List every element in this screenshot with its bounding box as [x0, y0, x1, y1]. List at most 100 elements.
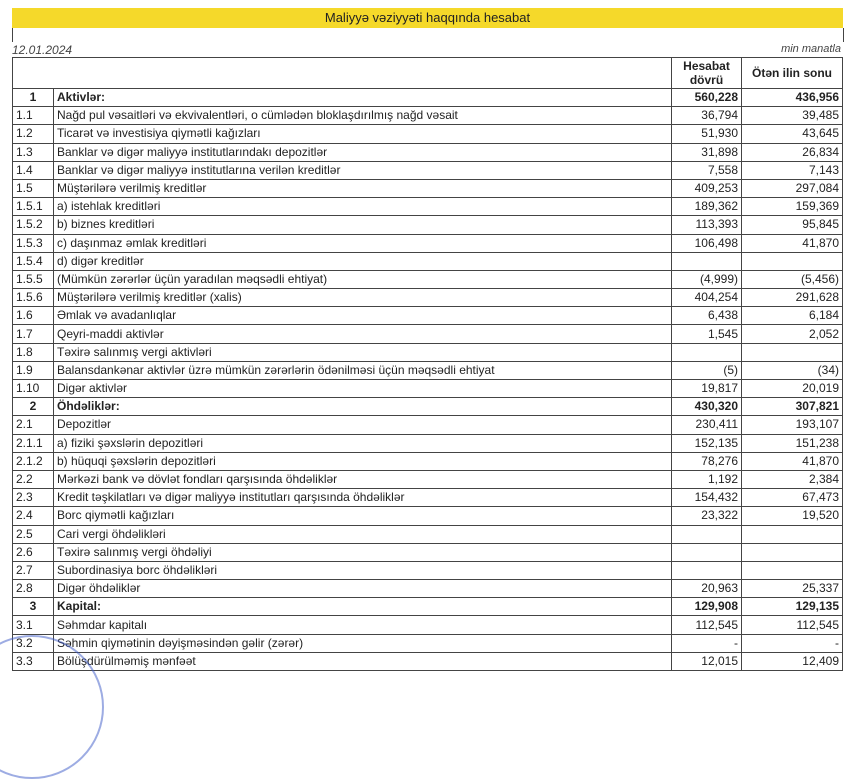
- row-label: Banklar və digər maliyyə institutlarında…: [53, 142, 672, 162]
- value-current: 113,393: [671, 215, 742, 235]
- value-previous: -: [741, 633, 843, 653]
- table-row: 2.1 Depozitlər 230,411 193,107: [12, 415, 843, 435]
- value-previous: 43,645: [741, 124, 843, 144]
- value-current: [671, 251, 742, 271]
- row-label: (Mümkün zərərlər üçün yaradılan məqsədli…: [53, 269, 672, 290]
- table-row: 1.4 Banklar və digər maliyyə institutları…: [12, 160, 843, 180]
- row-number: 2.8: [12, 579, 54, 599]
- row-number: 1.2: [12, 124, 54, 144]
- header-blank: [12, 57, 672, 89]
- value-previous: 159,369: [741, 197, 843, 217]
- row-label: Cari vergi öhdəlikləri: [53, 524, 672, 544]
- table-row: 2.5 Cari vergi öhdəlikləri: [12, 524, 843, 544]
- value-previous: 41,870: [741, 233, 843, 253]
- row-number: 1.5.6: [12, 288, 54, 308]
- value-current: -: [671, 633, 742, 653]
- value-current: 36,794: [671, 106, 742, 126]
- table-row: 1.6 Əmlak və avadanlıqlar 6,438 6,184: [12, 306, 843, 326]
- row-label: Kredit təşkilatları və digər maliyyə ins…: [53, 488, 672, 508]
- table-row: 2.1.1 a) fiziki şəxslərin depozitləri 152,…: [12, 433, 843, 453]
- table-row: 1.8 Təxirə salınmış vergi aktivləri: [12, 342, 843, 362]
- value-previous: 151,238: [741, 433, 843, 453]
- value-current: 430,320: [671, 397, 742, 417]
- table-row: 1.3 Banklar və digər maliyyə institutları…: [12, 142, 843, 162]
- value-previous: 193,107: [741, 415, 843, 435]
- row-number: 1.5.4: [12, 251, 54, 271]
- value-previous: [741, 342, 843, 362]
- value-current: 189,362: [671, 197, 742, 217]
- value-previous: 7,143: [741, 160, 843, 180]
- header-current: Hesabat dövrü: [671, 57, 742, 89]
- row-label: b) hüquqi şəxslərin depozitləri: [53, 451, 672, 471]
- table-row: 1.5.3 c) daşınmaz əmlak kreditləri 106,498…: [12, 233, 843, 253]
- row-label: a) istehlak kreditləri: [53, 197, 672, 217]
- row-label: Ticarət və investisiya qiymətli kağızlar…: [53, 124, 672, 144]
- unit-label: min manatla: [781, 43, 841, 55]
- balance-sheet-table: Hesabat dövrü Ötən ilin sonu 1 Aktivlər: 5…: [12, 57, 843, 672]
- table-row: 2.1.2 b) hüquqi şəxslərin depozitləri 78,2…: [12, 451, 843, 471]
- table-row: 2.6 Təxirə salınmış vergi öhdəliyi: [12, 542, 843, 562]
- value-current: 404,254: [671, 288, 742, 308]
- value-current: 154,432: [671, 488, 742, 508]
- row-number: 2.2: [12, 469, 54, 490]
- row-number: 2.6: [12, 542, 54, 562]
- row-label: Digər öhdəliklər: [53, 579, 672, 599]
- row-number: 1.5: [12, 178, 54, 199]
- value-current: (4,999): [671, 269, 742, 290]
- table-row: 2.3 Kredit təşkilatları və digər maliyyə …: [12, 488, 843, 508]
- row-label: Təxirə salınmış vergi aktivləri: [53, 342, 672, 362]
- row-number: 2.1: [12, 415, 54, 435]
- row-label: Subordinasiya borc öhdəlikləri: [53, 560, 672, 581]
- row-label: Kapital:: [53, 597, 672, 617]
- value-previous: [741, 542, 843, 562]
- row-number: 2.1.1: [12, 433, 54, 453]
- row-label: Depozitlər: [53, 415, 672, 435]
- value-current: [671, 560, 742, 581]
- row-number: 2.1.2: [12, 451, 54, 471]
- value-previous: 39,485: [741, 106, 843, 126]
- row-label: Öhdəliklər:: [53, 397, 672, 417]
- value-previous: (34): [741, 360, 843, 381]
- table-row: 2.2 Mərkəzi bank və dövlət fondları qarşı…: [12, 469, 843, 490]
- value-current: [671, 542, 742, 562]
- value-current: 23,322: [671, 506, 742, 526]
- value-previous: 25,337: [741, 579, 843, 599]
- row-number: 1.9: [12, 360, 54, 381]
- value-current: [671, 342, 742, 362]
- row-number: 1.5.2: [12, 215, 54, 235]
- value-previous: 26,834: [741, 142, 843, 162]
- row-number: 1.5.5: [12, 269, 54, 290]
- row-number: 1.3: [12, 142, 54, 162]
- row-number: 1.5.3: [12, 233, 54, 253]
- value-previous: 2,052: [741, 324, 843, 344]
- value-current: [671, 524, 742, 544]
- table-row: 1.5.2 b) biznes kreditləri 113,393 95,845: [12, 215, 843, 235]
- row-label: d) digər kreditlər: [53, 251, 672, 271]
- table-row: 1.2 Ticarət və investisiya qiymətli kağız…: [12, 124, 843, 144]
- value-previous: 6,184: [741, 306, 843, 326]
- value-current: 7,558: [671, 160, 742, 180]
- row-label: Aktivlər:: [53, 87, 672, 108]
- value-previous: 67,473: [741, 488, 843, 508]
- row-label: Nağd pul vəsaitləri və ekvivalentləri, o…: [53, 106, 672, 126]
- value-current: 20,963: [671, 579, 742, 599]
- row-label: Səhmdar kapitalı: [53, 615, 672, 635]
- table-row: 2.4 Borc qiymətli kağızları 23,322 19,520: [12, 506, 843, 526]
- value-previous: 95,845: [741, 215, 843, 235]
- value-current: 31,898: [671, 142, 742, 162]
- table-row: 1.7 Qeyri-maddi aktivlər 1,545 2,052: [12, 324, 843, 344]
- table-row: 2 Öhdəliklər: 430,320 307,821: [12, 397, 843, 417]
- row-number: 2.3: [12, 488, 54, 508]
- value-current: 1,192: [671, 469, 742, 490]
- row-number: 1.10: [12, 378, 54, 399]
- table-row: 2.7 Subordinasiya borc öhdəlikləri: [12, 560, 843, 581]
- row-number: 3: [12, 597, 54, 617]
- header-previous: Ötən ilin sonu: [741, 57, 843, 89]
- row-label: b) biznes kreditləri: [53, 215, 672, 235]
- row-number: 1: [12, 87, 54, 108]
- row-label: Mərkəzi bank və dövlət fondları qarşısın…: [53, 469, 672, 490]
- table-row: 1.5.5 (Mümkün zərərlər üçün yaradılan məq…: [12, 269, 843, 290]
- value-previous: 19,520: [741, 506, 843, 526]
- row-label: Banklar və digər maliyyə institutlarına …: [53, 160, 672, 180]
- value-previous: 307,821: [741, 397, 843, 417]
